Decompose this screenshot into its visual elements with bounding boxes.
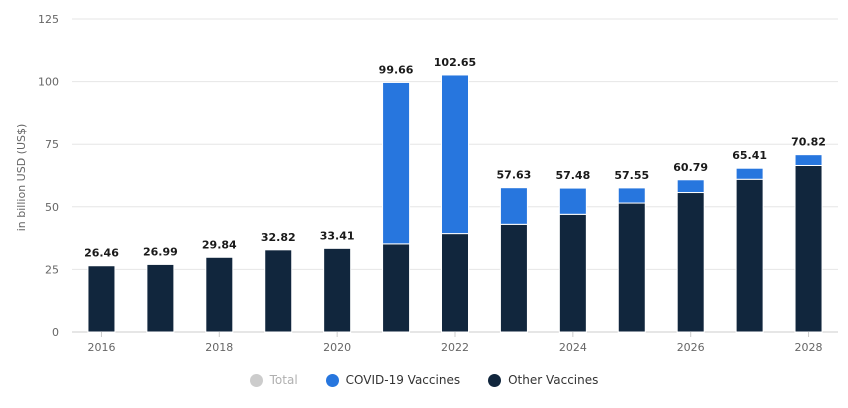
bar-covid-19-vaccines-2023 — [499, 187, 528, 225]
y-axis-title: in billion USD (US$) — [15, 124, 28, 232]
data-label-2019: 32.82 — [261, 231, 296, 244]
bar-other-vaccines-2028 — [794, 164, 823, 333]
legend-label-other-vaccines: Other Vaccines — [508, 373, 599, 387]
y-tick-label: 50 — [45, 201, 59, 214]
bar-covid-19-vaccines-2025 — [617, 187, 646, 204]
bar-covid-19-vaccines-2028 — [794, 154, 823, 166]
legend-dot-other-icon — [488, 373, 502, 387]
bar-other-vaccines-2019 — [264, 249, 293, 333]
data-label-2020: 33.41 — [320, 229, 355, 242]
data-label-2017: 26.99 — [143, 245, 178, 258]
x-tick-label: 2016 — [87, 341, 115, 354]
x-tick-label: 2022 — [441, 341, 469, 354]
bar-other-vaccines-2024 — [558, 213, 587, 333]
bar-other-vaccines-2016 — [87, 265, 116, 333]
legend-dot-total-icon — [249, 373, 263, 387]
x-tick-label: 2020 — [323, 341, 351, 354]
bar-other-vaccines-2022 — [441, 233, 469, 333]
x-tick-label: 2024 — [559, 341, 587, 354]
bar-other-vaccines-2025 — [617, 202, 646, 333]
data-labels: 26.46 26.99 29.84 32.82 33.41 99.66 102.65 57.6… — [84, 56, 826, 260]
y-tick-label: 125 — [38, 13, 59, 26]
bar-covid-19-vaccines-2027 — [735, 167, 764, 180]
x-tick-label: 2028 — [795, 341, 823, 354]
bar-covid-19-vaccines-2026 — [676, 179, 705, 194]
y-tick-label: 25 — [45, 263, 59, 276]
data-label-2026: 60.79 — [673, 161, 708, 174]
bar-other-vaccines-2023 — [499, 223, 528, 333]
bar-covid-19-vaccines-2021 — [382, 81, 411, 245]
data-label-2027: 65.41 — [732, 149, 767, 162]
x-tick-label: 2026 — [677, 341, 705, 354]
legend-label-total: Total — [269, 373, 298, 387]
data-label-2022: 102.65 — [434, 56, 476, 69]
data-label-2024: 57.48 — [555, 169, 590, 182]
legend: Total COVID-19 Vaccines Other Vaccines — [0, 368, 848, 392]
bar-other-vaccines-2017 — [146, 263, 175, 333]
legend-label-covid-vaccines: COVID-19 Vaccines — [345, 373, 461, 387]
y-tick-label: 75 — [45, 138, 59, 151]
x-tick-label: 2018 — [205, 341, 233, 354]
data-label-2025: 57.55 — [614, 169, 649, 182]
bar-other-vaccines-2018 — [205, 256, 234, 333]
bar-other-vaccines-2026 — [676, 192, 705, 333]
data-label-2016: 26.46 — [84, 247, 119, 260]
data-label-2021: 99.66 — [379, 63, 414, 76]
bar-covid-19-vaccines-2022 — [441, 74, 469, 235]
y-tick-label: 0 — [52, 326, 59, 339]
data-label-2023: 57.63 — [497, 169, 532, 182]
bar-other-vaccines-2020 — [323, 247, 352, 333]
legend-item-other-vaccines[interactable]: Other Vaccines — [488, 373, 598, 387]
bar-covid-19-vaccines-2024 — [558, 187, 587, 215]
legend-item-total[interactable]: Total — [249, 373, 298, 387]
legend-item-covid-vaccines[interactable]: COVID-19 Vaccines — [325, 373, 461, 387]
data-label-2028: 70.82 — [791, 136, 826, 149]
bar-other-vaccines-2021 — [382, 243, 411, 333]
legend-dot-covid-icon — [325, 373, 339, 387]
bars — [87, 74, 823, 333]
data-label-2018: 29.84 — [202, 238, 237, 251]
axes: 0 25 50 75 100 125 in billion USD (US$) 2016 201… — [15, 13, 823, 354]
y-tick-label: 100 — [38, 76, 59, 89]
bar-other-vaccines-2027 — [735, 178, 764, 333]
